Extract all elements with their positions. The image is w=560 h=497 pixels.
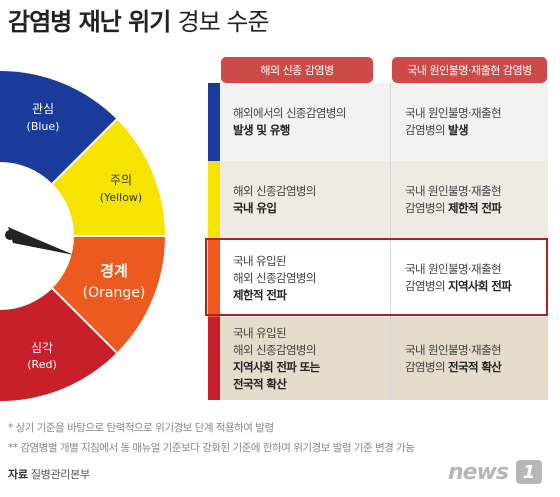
gauge-pivot [5,230,15,240]
cell-text-bold: 국내 유입 [233,201,277,215]
cell-line: 국내 유입된 [233,325,320,342]
level-yellow-en: (Yellow) [100,191,142,204]
cell-text-bold: 전국적 확산 [233,376,287,391]
cell-text: 국내 유입된 [233,253,287,268]
cell-text: 감염병의 [405,279,448,293]
title-bold: 감염병 재난 위기 [8,8,171,36]
cell-line: 국내 원인불명·재출현 [405,261,511,278]
cell-text-bold: 지역사회 전파 [447,279,512,293]
cell-text: 해외 신종감염병의 [233,184,317,198]
column-header-domestic: 국내 원인불명·재출현 감염병 [392,57,547,83]
logo-badge: 1 [516,460,542,484]
cell-text: 해외에서의 신종감염병의 [233,106,346,120]
cell-text-bold: 지역사회 전파 또는 [233,359,320,374]
page-title: 감염병 재난 위기 경보 수준 [8,6,270,38]
level-blue-en: (Blue) [27,120,60,133]
cell-text: 감염병의 [405,359,448,374]
cell-line: 국내 유입 [233,200,316,217]
cell-line: 감염병의 제한적 전파 [405,200,502,217]
level-blue-name: 관심 [32,102,54,116]
cell-line: 제한적 전파 [233,287,316,304]
cell-line: 해외 신종감염병의 [233,342,320,359]
gauge-needle [8,227,74,255]
footnote-2: ** 감염병별 개별 지침에서 동 매뉴얼 기준보다 강화된 기준에 한하여 위… [8,442,415,454]
cell-text-bold: 제한적 전파 [447,201,502,215]
level-orange-name: 경계 [100,262,128,280]
cell-line: 전국적 확산 [233,376,320,393]
row-color-bar [208,317,220,400]
cell-line: 국내 원인불명·재출현 [405,105,502,122]
cell-text-bold: 제한적 전파 [233,287,287,302]
cell-line: 해외 신종감염병의 [233,183,317,200]
cell-text: 국내 원인불명·재출현 [405,262,502,276]
cell-line: 발생 및 유행 [233,122,346,139]
cell-line: 해외 신종감염병의 [233,270,317,287]
source-value: 질병관리본부 [30,468,90,481]
cell-line: 국내 원인불명·재출현 [405,183,502,200]
cell-text: 국내 유입된 [233,325,287,340]
row-color-bar [208,161,220,239]
cell-text: 국내 원인불명·재출현 [405,184,502,198]
level-red-name: 심각 [31,341,53,355]
level-yellow-name: 주의 [110,173,132,187]
cell-text: 국내 원인불명·재출현 [405,342,502,357]
cell-line: 감염병의 전국적 확산 [405,359,502,376]
cell-text-bold: 전국적 확산 [447,359,502,374]
cell-text: 국내 원인불명·재출현 [405,106,502,120]
cell-line: 감염병의 발생 [405,122,501,139]
cell-line: 국내 원인불명·재출현 [405,342,502,359]
cell-text: 감염병의 [405,201,448,215]
alert-level-wheel: 관심 (Blue) 주의 (Yellow) 경계 (Orange) 심각 (Re… [0,70,166,402]
cell-line: 해외에서의 신종감염병의 [233,105,346,122]
cell-text: 해외 신종감염병의 [233,270,317,285]
level-red-en: (Red) [27,358,56,371]
footnotes: * 상기 기준을 바탕으로 탄력적으로 위기경보 단계 적용하여 발령 ** 감… [8,418,415,458]
news1-logo: news 1 [448,458,558,486]
cell-text-bold: 발생 [447,123,469,137]
cell-text-bold: 발생 및 유행 [233,123,290,137]
row-color-bar [208,239,220,317]
cell-line: 감염병의 지역사회 전파 [405,278,512,295]
row-color-bar [208,83,220,161]
cell-line: 지역사회 전파 또는 [233,359,320,376]
cell-line: 국내 유입된 [233,253,316,270]
column-header-overseas: 해외 신종 감염병 [221,57,373,83]
source-label: 자료 [8,468,28,481]
current-level-highlight [205,238,548,316]
title-light: 경보 수준 [177,8,270,36]
cell-text: 해외 신종감염병의 [233,342,317,357]
table-row-red: 국내 유입된 해외 신종감염병의 지역사회 전파 또는 전국적 확산 국내 원인불명·… [208,317,548,400]
cell-text: 감염병의 [405,123,448,137]
logo-wordmark: news [448,460,509,485]
level-orange-en: (Orange) [83,285,146,301]
source-credit: 자료 질병관리본부 [8,466,90,482]
footnote-1: * 상기 기준을 바탕으로 탄력적으로 위기경보 단계 적용하여 발령 [8,422,274,434]
